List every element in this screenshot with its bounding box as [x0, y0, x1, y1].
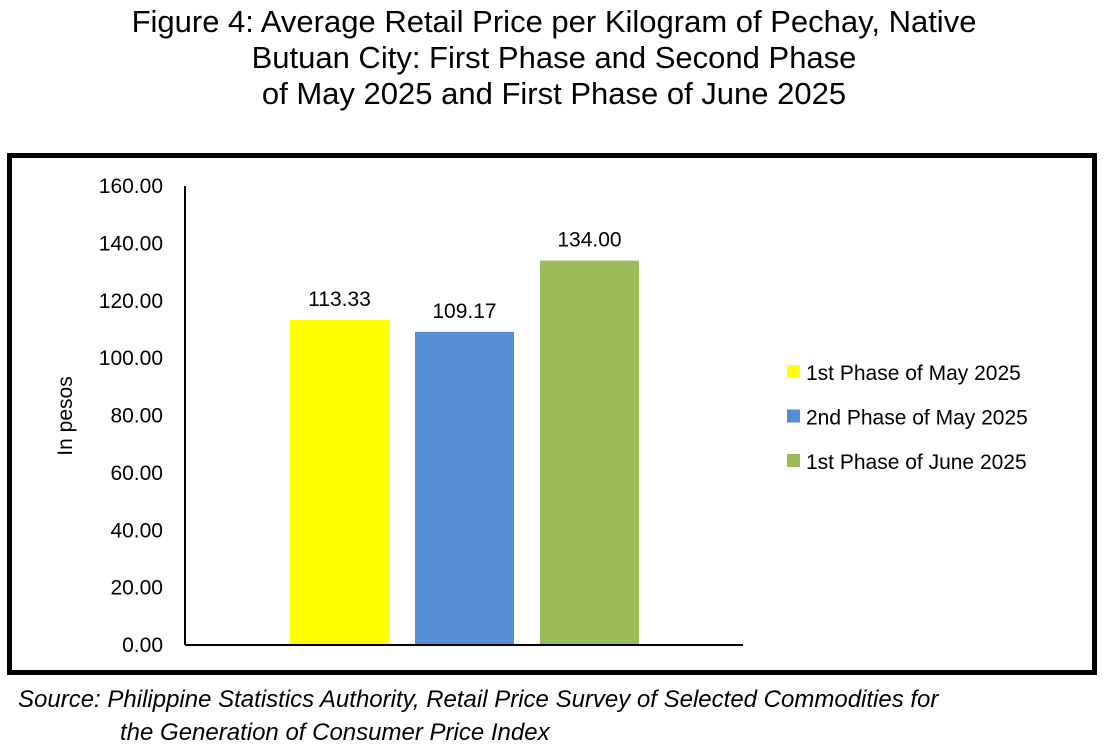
data-label-1: 113.33 [308, 288, 371, 311]
legend: 1st Phase of May 2025 2nd Phase of May 20… [787, 362, 1028, 474]
y-axis-label: In pesos [54, 376, 77, 455]
legend-label-3: 1st Phase of June 2025 [806, 451, 1027, 474]
legend-label-2: 2nd Phase of May 2025 [806, 407, 1028, 430]
data-label-3: 134.00 [557, 229, 621, 252]
data-label-2: 109.17 [432, 300, 496, 323]
title-line-1: Figure 4: Average Retail Price per Kilog… [131, 4, 977, 39]
title-line-2: Butuan City: First Phase and Second Phas… [251, 40, 857, 75]
legend-label-1: 1st Phase of May 2025 [806, 362, 1021, 385]
y-tick-label: 120.00 [99, 290, 163, 313]
y-tick-label: 100.00 [99, 347, 163, 370]
y-tick-label: 0.00 [122, 634, 163, 657]
source-line-1: Source: Philippine Statistics Authority,… [18, 686, 939, 713]
y-tick-label: 80.00 [110, 405, 163, 428]
y-tick-label: 60.00 [110, 462, 163, 485]
bar-3 [540, 260, 639, 645]
bar-2 [415, 331, 514, 645]
source-note: Source: Philippine Statistics Authority,… [18, 683, 1098, 749]
chart-title: Figure 4: Average Retail Price per Kilog… [0, 4, 1108, 112]
y-tick-label: 40.00 [110, 519, 163, 542]
y-tick-label: 140.00 [99, 232, 163, 255]
y-axis-ticks: 0.00 20.00 40.00 60.00 80.00 100.00 120.00 140.… [99, 175, 163, 657]
legend-swatch-2 [787, 409, 800, 423]
y-tick-label: 20.00 [110, 577, 163, 600]
source-line-2: the Generation of Consumer Price Index [120, 719, 550, 746]
y-tick-label: 160.00 [99, 175, 163, 198]
legend-swatch-1 [787, 365, 800, 378]
bar-1 [290, 319, 389, 645]
data-labels: 113.33 109.17 134.00 [308, 229, 621, 323]
legend-swatch-3 [787, 454, 800, 467]
title-line-3: of May 2025 and First Phase of June 2025 [261, 76, 847, 111]
bars [290, 260, 639, 645]
